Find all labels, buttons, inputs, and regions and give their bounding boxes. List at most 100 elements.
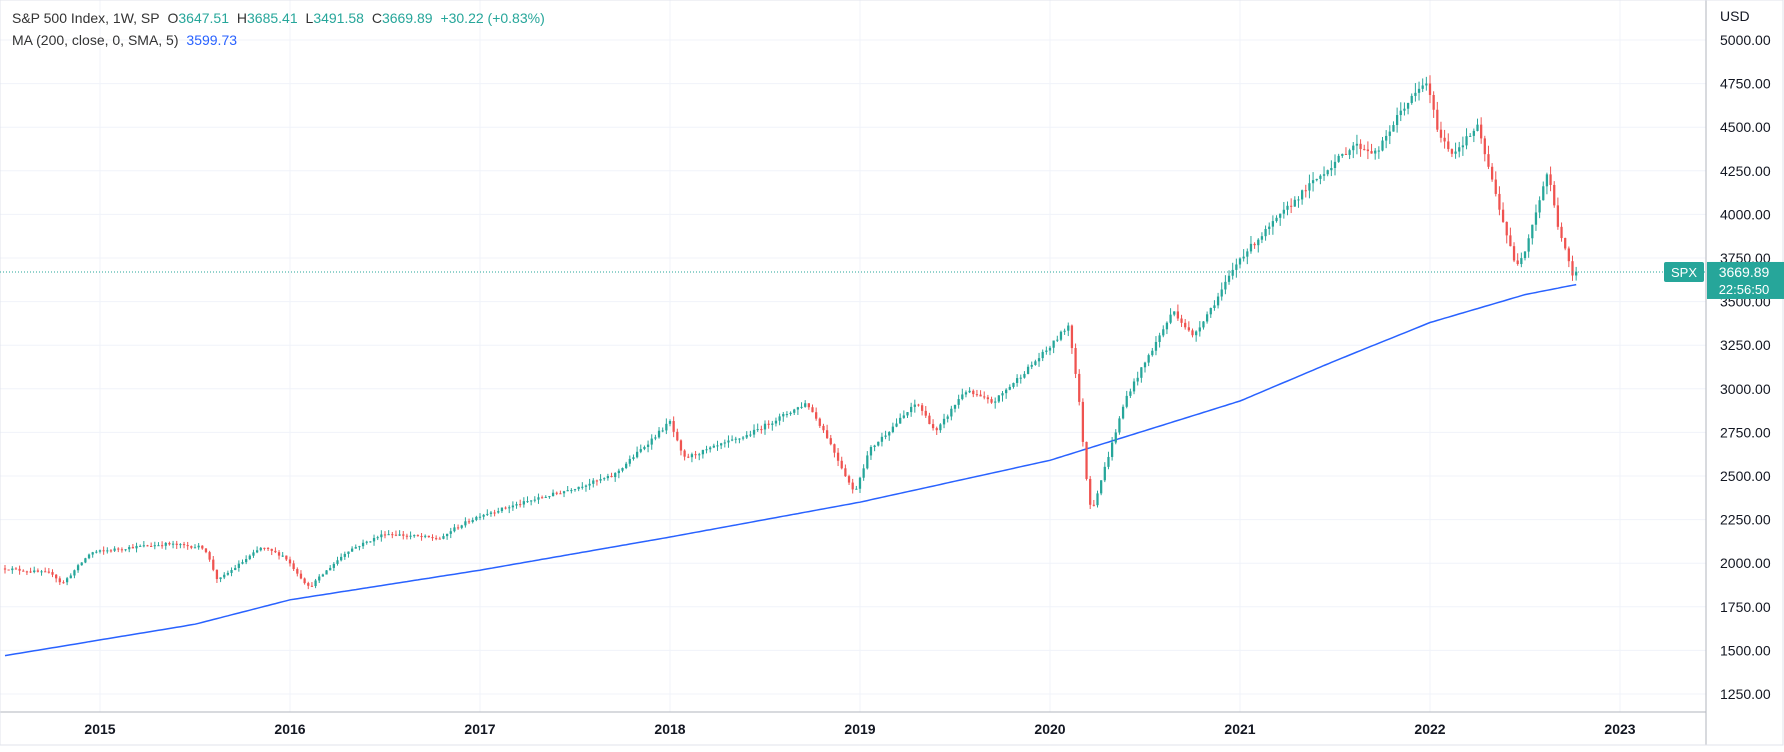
candle-body	[1443, 137, 1446, 142]
candle-body	[1450, 149, 1454, 154]
candle	[55, 574, 58, 583]
candle	[493, 509, 496, 517]
candle-body	[588, 483, 591, 486]
candle	[720, 442, 723, 450]
candle-body	[288, 559, 292, 564]
candle	[1344, 147, 1348, 155]
candle	[1330, 160, 1333, 177]
candle-body	[771, 423, 774, 425]
candle	[1227, 270, 1231, 285]
ma-legend[interactable]: MA (200, close, 0, SMA, 5) 3599.73	[12, 32, 241, 48]
candle	[683, 449, 686, 461]
candle-body	[14, 568, 18, 570]
candle	[767, 420, 770, 429]
candle	[603, 477, 606, 481]
candle-body	[1019, 377, 1022, 379]
candle-body	[804, 403, 807, 407]
candle	[84, 557, 87, 564]
candle-body	[164, 542, 167, 546]
candle	[1253, 242, 1256, 249]
candle	[983, 391, 986, 400]
candle	[994, 397, 997, 409]
candle-body	[862, 468, 865, 478]
candle-body	[204, 548, 208, 553]
candle	[44, 567, 47, 573]
candle	[800, 402, 803, 409]
candle-body	[442, 536, 445, 539]
candle	[259, 546, 262, 552]
candle-body	[888, 432, 891, 436]
candle	[1304, 184, 1307, 198]
candle	[427, 535, 430, 538]
candle-body	[741, 437, 745, 439]
candle	[869, 445, 873, 460]
candle	[1067, 322, 1070, 337]
candle	[1560, 222, 1563, 242]
candle-body	[1395, 115, 1399, 126]
candle-body	[475, 516, 478, 520]
candle	[614, 472, 617, 482]
candle-body	[661, 430, 664, 432]
candle-body	[1480, 124, 1483, 139]
legend-close: 3669.89	[381, 10, 433, 26]
y-tick-label: 4000.00	[1720, 206, 1771, 222]
candle-body	[592, 480, 595, 484]
candle-body	[1414, 92, 1417, 96]
candle	[825, 424, 829, 439]
candle-body	[1315, 178, 1318, 181]
candle-body	[573, 489, 577, 491]
candle-body	[25, 571, 29, 573]
candle-body	[1374, 150, 1377, 154]
candle	[950, 405, 953, 421]
candle-body	[274, 550, 277, 553]
y-tick-label: 2750.00	[1720, 424, 1771, 440]
candle-body	[815, 412, 818, 419]
candle-body	[522, 501, 525, 505]
candle-body	[1461, 145, 1465, 148]
candle-body	[1322, 174, 1326, 176]
candle	[500, 507, 504, 513]
candle-body	[1037, 358, 1041, 362]
candle	[98, 549, 102, 554]
candle-body	[668, 421, 672, 424]
candle	[1059, 330, 1063, 342]
candle-body	[493, 512, 496, 514]
candle	[1034, 359, 1037, 366]
candle	[588, 478, 591, 490]
candle	[895, 418, 898, 428]
candle-body	[1304, 190, 1307, 192]
candle	[1509, 227, 1512, 247]
candle	[1381, 137, 1384, 152]
candle-body	[1275, 217, 1278, 222]
candle	[789, 411, 792, 416]
candle	[150, 542, 153, 548]
ma-value: 3599.73	[186, 32, 238, 48]
y-tick-label: 2000.00	[1720, 555, 1771, 571]
candle	[690, 452, 694, 463]
candle	[7, 569, 10, 571]
candle	[321, 573, 325, 577]
candle-body	[102, 550, 105, 552]
candle-body	[361, 542, 365, 547]
candle	[3, 564, 7, 574]
candle-body	[519, 504, 522, 506]
candle	[1458, 141, 1461, 158]
candle	[204, 548, 208, 554]
candle	[928, 412, 931, 425]
candle	[840, 456, 843, 470]
candle	[1388, 125, 1391, 145]
candle	[1005, 388, 1008, 399]
candle	[1056, 335, 1059, 343]
candle-body	[22, 570, 25, 572]
candle	[745, 431, 748, 440]
candle	[687, 453, 690, 459]
candle	[449, 527, 452, 539]
candle-body	[1454, 151, 1457, 154]
candle-body	[800, 406, 803, 408]
candle-body	[252, 552, 255, 556]
candle-body	[296, 569, 299, 574]
candle-body	[1286, 205, 1289, 210]
candle	[1085, 441, 1088, 481]
candle	[847, 474, 851, 485]
